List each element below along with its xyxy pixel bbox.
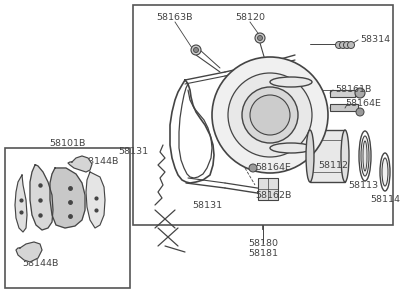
Text: 58314: 58314 bbox=[360, 35, 390, 44]
Text: 58161B: 58161B bbox=[335, 85, 371, 94]
Polygon shape bbox=[50, 168, 85, 228]
Bar bbox=[258, 178, 278, 200]
Bar bbox=[310, 130, 345, 182]
Ellipse shape bbox=[341, 130, 349, 182]
Circle shape bbox=[336, 41, 342, 49]
Ellipse shape bbox=[382, 158, 388, 186]
Text: 58163B: 58163B bbox=[157, 14, 193, 22]
Circle shape bbox=[348, 41, 354, 49]
Circle shape bbox=[355, 88, 365, 98]
Text: 58181: 58181 bbox=[248, 248, 278, 257]
Bar bbox=[255, 163, 283, 170]
Ellipse shape bbox=[270, 77, 312, 87]
Polygon shape bbox=[30, 165, 53, 230]
Polygon shape bbox=[86, 172, 105, 228]
Text: 58164E: 58164E bbox=[255, 164, 291, 172]
Text: 58180: 58180 bbox=[248, 238, 278, 247]
Ellipse shape bbox=[361, 136, 369, 176]
Text: 58114A: 58114A bbox=[370, 196, 400, 205]
Text: 58162B: 58162B bbox=[255, 190, 291, 200]
Ellipse shape bbox=[306, 130, 314, 182]
Text: 58131: 58131 bbox=[118, 148, 148, 157]
Circle shape bbox=[250, 95, 290, 135]
Circle shape bbox=[356, 108, 364, 116]
Bar bbox=[133, 5, 393, 225]
Circle shape bbox=[242, 87, 298, 143]
Circle shape bbox=[340, 41, 346, 49]
Bar bbox=[5, 148, 130, 288]
Text: 58131: 58131 bbox=[192, 200, 222, 209]
Bar bbox=[330, 104, 358, 111]
Text: 58112: 58112 bbox=[318, 160, 348, 169]
Polygon shape bbox=[68, 156, 92, 172]
Circle shape bbox=[258, 35, 262, 40]
Circle shape bbox=[344, 41, 350, 49]
Bar bbox=[330, 90, 355, 97]
Ellipse shape bbox=[363, 141, 367, 171]
Text: 58144B: 58144B bbox=[82, 158, 118, 166]
Bar bbox=[270, 82, 312, 148]
Circle shape bbox=[194, 47, 198, 52]
Circle shape bbox=[249, 164, 257, 172]
Text: 58144B: 58144B bbox=[22, 259, 58, 268]
Text: 58120: 58120 bbox=[235, 14, 265, 22]
Circle shape bbox=[191, 45, 201, 55]
Polygon shape bbox=[15, 175, 27, 232]
Circle shape bbox=[255, 33, 265, 43]
Text: 58164E: 58164E bbox=[345, 98, 381, 107]
Text: 58113: 58113 bbox=[348, 181, 378, 190]
Circle shape bbox=[228, 73, 312, 157]
Circle shape bbox=[212, 57, 328, 173]
Text: 58101B: 58101B bbox=[49, 139, 85, 148]
Polygon shape bbox=[16, 242, 42, 262]
Ellipse shape bbox=[270, 143, 312, 153]
